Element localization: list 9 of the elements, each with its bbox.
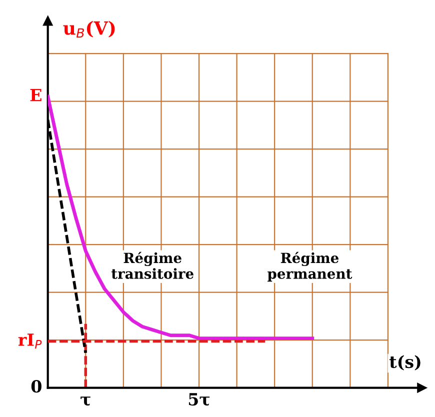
annotation: Régime permanent [268, 252, 352, 282]
annotation: Régime transitoire [111, 252, 194, 279]
x-axis-title: t(s) [389, 355, 420, 370]
y-axis-title: u$_{B}$(V) [63, 20, 115, 38]
text: E [30, 89, 42, 102]
text: 0 [31, 380, 42, 393]
x-tick-label: τ [80, 396, 90, 406]
x-tick-label: 5τ [188, 393, 210, 406]
text: rI$_{P}$ [18, 334, 42, 349]
